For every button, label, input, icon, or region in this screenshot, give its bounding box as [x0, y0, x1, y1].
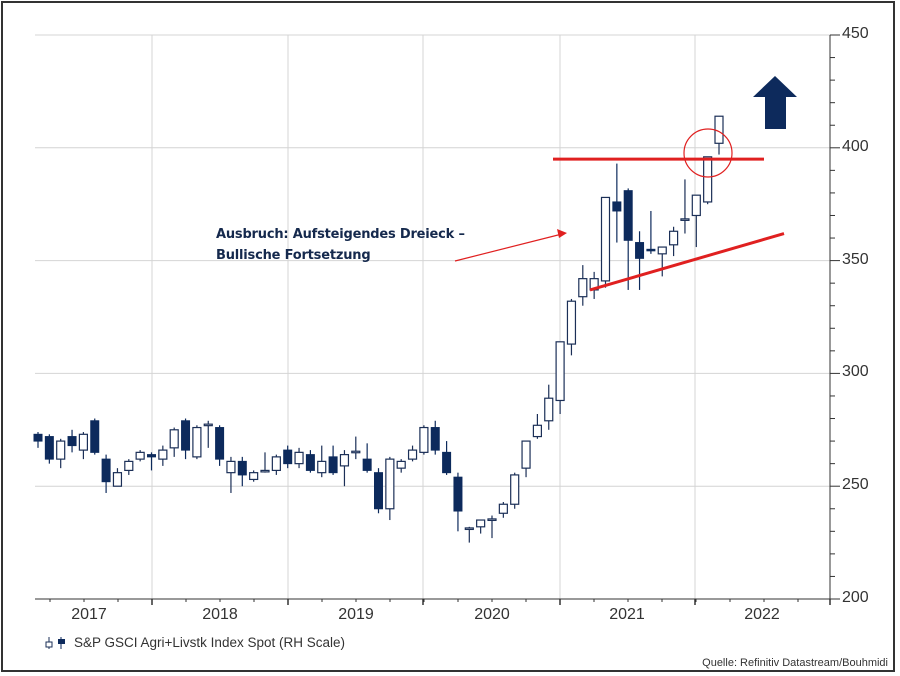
candle: [317, 445, 327, 478]
candle: [237, 456, 247, 487]
candle: [67, 429, 77, 453]
x-label-2022: 2022: [744, 606, 780, 623]
candle: [101, 454, 111, 493]
candle: [305, 450, 315, 473]
candle: [657, 246, 667, 277]
candle: [215, 425, 225, 466]
candle: [385, 456, 395, 521]
candle: [135, 450, 145, 462]
source-note: Quelle: Refinitiv Datastream/Bouhmidi: [702, 657, 888, 669]
candle: [124, 459, 134, 475]
annotation-overlay: [454, 76, 797, 292]
candle: [147, 452, 156, 471]
y-tick-250: 250: [842, 476, 869, 493]
candle: [600, 196, 611, 288]
candle: [181, 418, 191, 460]
breakout-circle: [683, 128, 733, 178]
candle: [532, 414, 543, 439]
candle: [33, 432, 43, 448]
candle: [487, 515, 497, 539]
candle: [203, 420, 213, 448]
candle: [566, 298, 577, 356]
y-tick-350: 350: [842, 251, 869, 268]
support-trend-line: [589, 232, 785, 292]
candle: [283, 445, 293, 469]
candle: [407, 445, 418, 462]
candle: [691, 194, 701, 248]
grid-lines: [35, 34, 831, 599]
annotation-line-2: Bullische Fortsetzung: [216, 248, 371, 263]
candle: [646, 210, 656, 254]
candle: [555, 341, 565, 415]
candle: [476, 519, 486, 534]
candle: [668, 226, 679, 257]
candle: [294, 447, 304, 469]
candle: [362, 443, 372, 473]
candle: [90, 418, 100, 455]
candle: [271, 454, 281, 475]
candle: [453, 472, 463, 532]
candle: [260, 452, 270, 473]
y-tick-300: 300: [842, 363, 869, 380]
annotation-line-1: Ausbruch: Aufsteigendes Dreieck –: [216, 227, 465, 242]
y-tick-400: 400: [842, 138, 869, 155]
y-tick-450: 450: [842, 25, 869, 42]
candle: [419, 425, 429, 455]
candle: [226, 456, 236, 493]
x-label-2017: 2017: [71, 606, 107, 623]
candle: [498, 501, 508, 518]
candle: [396, 459, 406, 473]
candle: [623, 188, 633, 290]
x-label-2018: 2018: [202, 606, 238, 623]
legend-label: S&P GSCI Agri+Livstk Index Spot (RH Scal…: [74, 635, 345, 650]
candlestick-legend-icon: [45, 636, 65, 649]
candle: [635, 231, 645, 290]
candle: [464, 526, 474, 543]
candle: [339, 450, 350, 487]
candle: [328, 445, 338, 475]
up-arrow-icon: [753, 76, 797, 129]
candle: [169, 427, 179, 457]
x-label-2020: 2020: [474, 606, 510, 623]
x-label-2019: 2019: [338, 606, 374, 623]
candle: [192, 425, 202, 460]
candle: [714, 115, 724, 155]
y-tick-200: 200: [842, 589, 869, 606]
axes: [35, 34, 840, 605]
candles: [33, 115, 724, 543]
candle: [680, 179, 690, 234]
candle: [510, 472, 520, 509]
annotation-arrow: [454, 233, 563, 262]
candle: [56, 438, 66, 469]
candle: [612, 163, 622, 243]
candle: [578, 265, 588, 306]
candle: [703, 156, 713, 205]
legend: S&P GSCI Agri+Livstk Index Spot (RH Scal…: [44, 635, 345, 650]
candle: [544, 384, 554, 430]
candle: [442, 441, 452, 475]
candle: [44, 434, 54, 464]
candle: [249, 470, 259, 482]
pattern-annotation: Ausbruch: Aufsteigendes Dreieck – Bullis…: [216, 224, 465, 266]
candle: [374, 468, 383, 514]
candle: [351, 436, 361, 460]
candle: [112, 468, 123, 487]
x-label-2021: 2021: [609, 606, 645, 623]
candle: [78, 432, 89, 460]
candle: [521, 440, 531, 478]
candle: [158, 445, 168, 466]
candle: [430, 420, 440, 455]
candle: [589, 271, 599, 299]
